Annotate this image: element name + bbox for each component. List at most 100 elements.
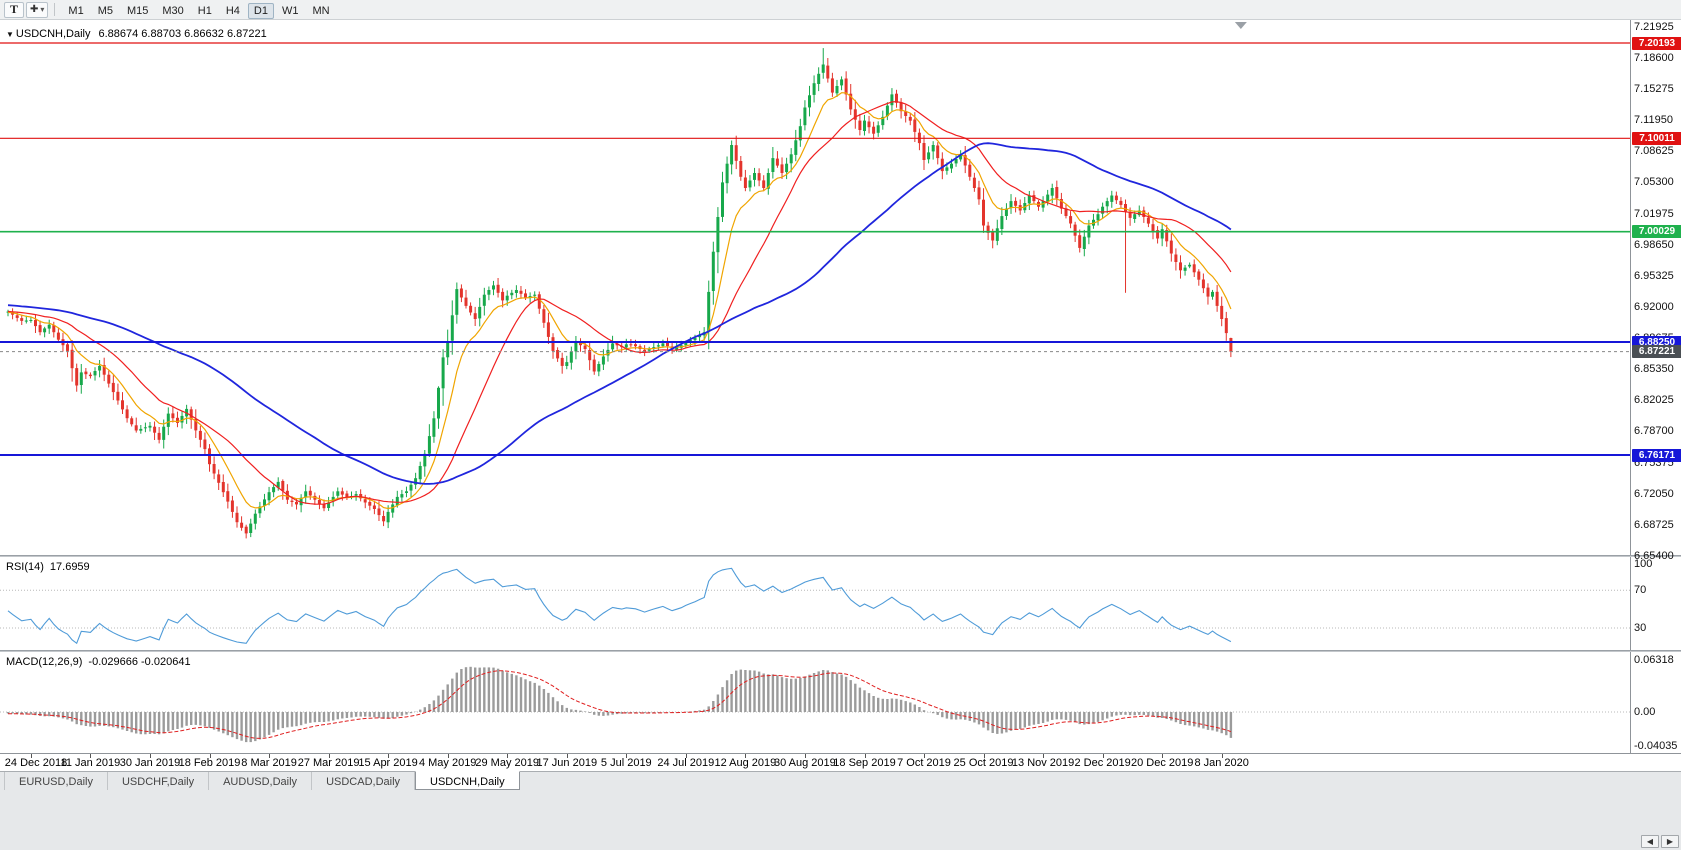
time-axis-label: 25 Oct 2019 bbox=[953, 757, 1014, 769]
timeframe-button-mn[interactable]: MN bbox=[306, 3, 335, 19]
price-level-badge: 7.00029 bbox=[1632, 225, 1681, 239]
price-axis-label: 7.05300 bbox=[1634, 176, 1674, 189]
price-level-badge: 7.10011 bbox=[1632, 131, 1681, 145]
time-axis-tick bbox=[447, 754, 449, 758]
time-axis-tick bbox=[864, 754, 866, 758]
price-chart-pane[interactable]: ▼ USDCNH,Daily 6.88674 6.88703 6.86632 6.8… bbox=[0, 20, 1681, 555]
price-axis-label: 7.11950 bbox=[1634, 114, 1673, 127]
time-axis-tick bbox=[626, 754, 628, 758]
timeframe-button-m1[interactable]: M1 bbox=[62, 3, 89, 19]
time-axis-label: 30 Aug 2019 bbox=[773, 757, 836, 769]
macd-values: -0.029666 -0.020641 bbox=[88, 656, 191, 668]
time-axis-tick bbox=[924, 754, 925, 758]
price-chart-canvas[interactable] bbox=[0, 20, 1681, 555]
time-axis-label: 8 Jan 2020 bbox=[1194, 757, 1249, 769]
time-axis-tick bbox=[1221, 754, 1223, 758]
chart-dropdown-icon[interactable]: ▼ bbox=[6, 30, 14, 39]
time-axis-tick bbox=[566, 754, 568, 758]
time-axis-label: 11 Jan 2019 bbox=[60, 757, 121, 769]
price-axis-label: 7.01975 bbox=[1634, 207, 1674, 220]
time-axis-label: 18 Sep 2019 bbox=[833, 757, 896, 769]
timeframe-button-h4[interactable]: H4 bbox=[220, 3, 246, 19]
time-axis-label: 5 Jul 2019 bbox=[600, 757, 652, 769]
scroll-right-button[interactable]: ▶ bbox=[1661, 835, 1679, 848]
chart-tab-usdchf[interactable]: USDCHF,Daily bbox=[108, 772, 210, 790]
chart-title: ▼ USDCNH,Daily 6.88674 6.88703 6.86632 6.8… bbox=[6, 28, 267, 40]
rsi-canvas[interactable] bbox=[0, 557, 1681, 650]
rsi-name: RSI(14) bbox=[6, 561, 44, 573]
time-axis[interactable]: 24 Dec 2018 11 Jan 2019 30 Jan 2019 18 Feb … bbox=[0, 753, 1681, 771]
price-axis-label: 6.72050 bbox=[1634, 487, 1674, 500]
chart-tab-audusd[interactable]: AUDUSD,Daily bbox=[209, 772, 313, 790]
macd-axis-label: 0.00 bbox=[1634, 706, 1656, 718]
time-axis-label: 30 Jan 2019 bbox=[119, 757, 181, 769]
price-axis-label: 6.82025 bbox=[1634, 394, 1674, 407]
price-axis-label: 6.98650 bbox=[1634, 238, 1674, 251]
price-axis-label: 7.18600 bbox=[1634, 51, 1674, 64]
price-axis-label: 6.78700 bbox=[1634, 425, 1674, 438]
timeframe-button-m5[interactable]: M5 bbox=[92, 3, 119, 19]
time-axis-tick bbox=[388, 754, 390, 758]
price-axis-label: 7.21925 bbox=[1634, 20, 1674, 33]
macd-canvas[interactable] bbox=[0, 652, 1681, 753]
rsi-value: 17.6959 bbox=[49, 561, 90, 573]
time-axis-label: 13 Nov 2019 bbox=[1011, 757, 1075, 769]
time-axis-label: 20 Dec 2019 bbox=[1130, 757, 1194, 769]
text-tool-label: T bbox=[9, 2, 18, 16]
price-axis-label: 7.15275 bbox=[1634, 83, 1674, 95]
rsi-label: RSI(14) 17.6959 bbox=[6, 561, 90, 573]
crosshair-icon: ✚ bbox=[30, 4, 39, 15]
timeframe-button-h1[interactable]: H1 bbox=[192, 3, 218, 19]
time-axis-tick bbox=[1102, 754, 1104, 758]
chart-tab-usdcad[interactable]: USDCAD,Daily bbox=[312, 772, 416, 790]
bottom-strip: ◀ ▶ bbox=[0, 790, 1681, 850]
current-price-badge: 6.87221 bbox=[1632, 345, 1681, 359]
rsi-axis-label: 30 bbox=[1634, 622, 1647, 634]
time-axis-label: 4 May 2019 bbox=[418, 757, 477, 769]
price-axis-label: 6.95325 bbox=[1634, 269, 1674, 282]
time-axis-label: 12 Aug 2019 bbox=[714, 757, 777, 769]
timeframe-button-d1[interactable]: D1 bbox=[247, 2, 274, 19]
time-axis-tick bbox=[745, 754, 747, 758]
toolbar-separator bbox=[54, 3, 56, 16]
price-axis-label: 7.08625 bbox=[1634, 145, 1674, 158]
timeframe-button-m30[interactable]: M30 bbox=[156, 3, 189, 19]
time-axis-label: 24 Dec 2018 bbox=[4, 757, 68, 769]
pane-splitter[interactable] bbox=[0, 555, 1681, 557]
time-axis-label: 27 Mar 2019 bbox=[297, 757, 360, 769]
time-axis-tick bbox=[209, 754, 211, 758]
rsi-axis-label: 100 bbox=[1634, 558, 1653, 570]
scroll-left-button[interactable]: ◀ bbox=[1641, 835, 1659, 848]
pane-splitter[interactable] bbox=[0, 650, 1681, 652]
price-level-badge: 7.20193 bbox=[1632, 36, 1681, 50]
price-axis-label: 6.65400 bbox=[1634, 549, 1674, 562]
time-axis-label: 2 Dec 2019 bbox=[1074, 757, 1131, 769]
time-axis-tick bbox=[507, 754, 509, 758]
time-axis-label: 18 Feb 2019 bbox=[178, 757, 241, 769]
macd-name: MACD(12,26,9) bbox=[6, 656, 83, 668]
price-level-badge: 6.76171 bbox=[1632, 448, 1681, 462]
crosshair-tool-button[interactable]: ✚ ▾ bbox=[26, 1, 49, 18]
rsi-pane[interactable]: RSI(14) 17.6959 bbox=[0, 557, 1681, 650]
macd-pane[interactable]: MACD(12,26,9) -0.029666 -0.020641 bbox=[0, 652, 1681, 753]
chart-ohlc-values: 6.88674 6.88703 6.86632 6.87221 bbox=[98, 28, 267, 40]
macd-axis-label: -0.04035 bbox=[1634, 739, 1678, 752]
time-axis-label: 15 Apr 2019 bbox=[358, 757, 418, 769]
time-axis-tick bbox=[804, 754, 806, 758]
chart-tab-usdcnh[interactable]: USDCNH,Daily bbox=[415, 771, 520, 790]
time-axis-label: 17 Jun 2019 bbox=[536, 757, 598, 769]
time-axis-tick bbox=[1043, 754, 1045, 758]
time-axis-tick bbox=[30, 754, 32, 758]
time-axis-tick bbox=[1162, 754, 1164, 758]
chart-tab-eurusd[interactable]: EURUSD,Daily bbox=[4, 772, 108, 790]
time-axis-tick bbox=[983, 754, 985, 758]
timeframe-button-m15[interactable]: M15 bbox=[121, 3, 154, 19]
price-axis-label: 6.92000 bbox=[1634, 300, 1674, 313]
toolbar: T ✚ ▾ M1 M5 M15 M30 H1 H4 D1 W1 MN bbox=[0, 0, 1681, 20]
timeframe-button-w1[interactable]: W1 bbox=[276, 3, 305, 19]
time-axis-tick bbox=[328, 754, 330, 758]
time-axis-tick bbox=[90, 754, 92, 758]
dropdown-arrow-icon: ▾ bbox=[40, 5, 45, 14]
rsi-axis-label: 70 bbox=[1634, 584, 1647, 597]
text-tool-button[interactable]: T bbox=[4, 1, 24, 18]
